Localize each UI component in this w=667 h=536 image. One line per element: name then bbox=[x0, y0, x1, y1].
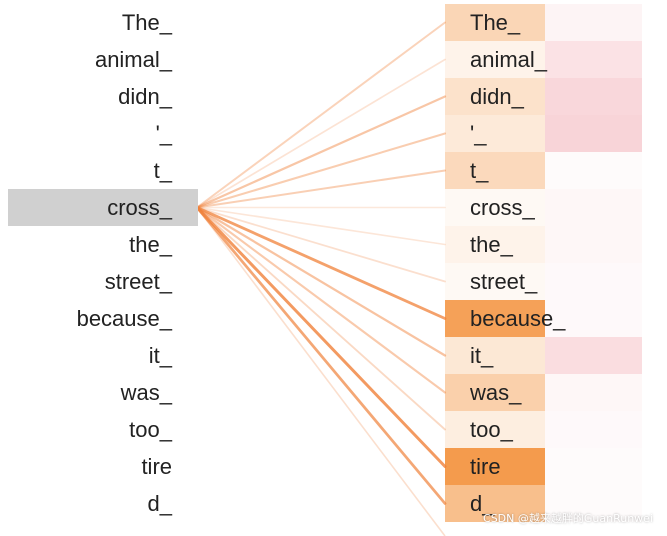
query-token[interactable]: d_ bbox=[148, 491, 173, 516]
head-b-attention-cell bbox=[545, 226, 642, 263]
query-token[interactable]: street_ bbox=[105, 269, 173, 294]
attention-line bbox=[195, 169, 447, 209]
query-token[interactable]: it_ bbox=[149, 343, 173, 368]
head-a-attention-column bbox=[445, 4, 545, 522]
key-token: The_ bbox=[470, 10, 521, 35]
head-a-attention-cell bbox=[445, 41, 545, 78]
query-token-column: The_ animal_ didn_ '_ t_ cross_ the_ street_bec… bbox=[8, 10, 198, 516]
attention-line bbox=[196, 21, 446, 209]
key-token: it_ bbox=[470, 343, 494, 368]
key-token: cross_ bbox=[470, 195, 536, 220]
head-b-attention-column bbox=[545, 4, 642, 485]
key-token: too_ bbox=[470, 417, 514, 442]
attention-line bbox=[195, 206, 447, 320]
head-a-attention-cell bbox=[445, 152, 545, 189]
head-b-attention-cell bbox=[545, 300, 642, 337]
key-token: didn_ bbox=[470, 84, 525, 109]
head-a-attention-cell bbox=[445, 115, 545, 152]
attention-line bbox=[196, 58, 446, 209]
head-b-attention-cell bbox=[545, 189, 642, 226]
query-token[interactable]: The_ bbox=[122, 10, 173, 35]
attention-line bbox=[195, 132, 447, 209]
head-a-attention-cell bbox=[445, 374, 545, 411]
query-token[interactable]: t_ bbox=[154, 158, 173, 183]
attention-line bbox=[196, 206, 446, 431]
attention-line bbox=[195, 206, 447, 394]
query-token[interactable]: because_ bbox=[77, 306, 173, 331]
head-a-attention-cell bbox=[445, 189, 545, 226]
query-token[interactable]: '_ bbox=[156, 121, 173, 146]
query-token[interactable]: tire bbox=[141, 454, 172, 479]
attention-line bbox=[195, 206, 447, 357]
query-token[interactable]: too_ bbox=[129, 417, 173, 442]
head-a-attention-cell bbox=[445, 411, 545, 448]
head-a-attention-cell bbox=[445, 263, 545, 300]
head-a-attention-cell bbox=[445, 448, 545, 485]
attention-line bbox=[195, 206, 447, 468]
query-token[interactable]: was_ bbox=[120, 380, 173, 405]
head-b-attention-cell bbox=[545, 78, 642, 115]
head-b-attention-cell bbox=[545, 4, 642, 41]
head-b-attention-cell bbox=[545, 115, 642, 152]
head-a-attention-cell bbox=[445, 226, 545, 263]
head-b-attention-cell bbox=[545, 41, 642, 78]
query-token[interactable]: the_ bbox=[129, 232, 173, 257]
key-token: d_ bbox=[470, 491, 495, 516]
attention-line bbox=[196, 206, 446, 283]
key-token: because_ bbox=[470, 306, 566, 331]
attention-line bbox=[196, 207, 446, 536]
attention-line bbox=[196, 206, 446, 246]
head-b-attention-cell bbox=[545, 337, 642, 374]
head-b-attention-cell bbox=[545, 448, 642, 485]
key-token: animal_ bbox=[470, 47, 548, 72]
key-token: tire bbox=[470, 454, 501, 479]
head-b-attention-cell bbox=[545, 411, 642, 448]
attention-lines bbox=[195, 21, 447, 536]
head-a-attention-cell bbox=[445, 337, 545, 374]
attention-line bbox=[195, 95, 447, 209]
query-token[interactable]: cross_ bbox=[107, 195, 173, 220]
head-a-attention-cell bbox=[445, 485, 545, 522]
key-token: the_ bbox=[470, 232, 514, 257]
key-token: t_ bbox=[470, 158, 489, 183]
key-token: was_ bbox=[469, 380, 522, 405]
selected-token-highlight bbox=[8, 189, 198, 226]
head-a-attention-cell bbox=[445, 300, 545, 337]
head-b-attention-cell bbox=[545, 374, 642, 411]
head-b-attention-cell bbox=[545, 152, 642, 189]
key-token-column: The_ animal_ didn_ '_ t_ cross_ the_ street_bec… bbox=[469, 10, 566, 516]
query-token[interactable]: didn_ bbox=[118, 84, 173, 109]
watermark: CSDN @越来越胖的GuanRunwei bbox=[483, 512, 653, 525]
head-a-attention-cell bbox=[445, 78, 545, 115]
key-token: '_ bbox=[470, 121, 487, 146]
head-a-attention-cell bbox=[445, 4, 545, 41]
head-b-attention-cell bbox=[545, 263, 642, 300]
attention-line bbox=[195, 206, 447, 505]
key-token: street_ bbox=[470, 269, 538, 294]
query-token[interactable]: animal_ bbox=[95, 47, 173, 72]
